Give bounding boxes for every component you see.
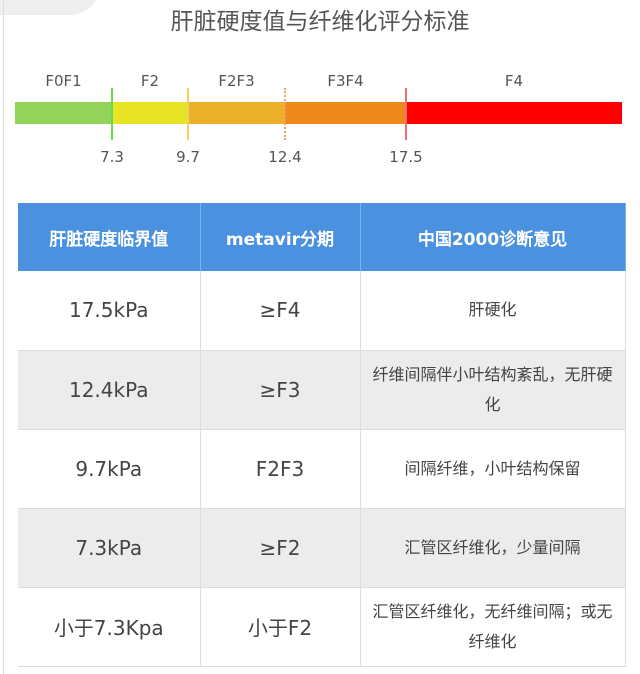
threshold-label: 17.5 — [389, 148, 423, 166]
table-row: 9.7kPa F2F3 间隔纤维，小叶结构保留 — [18, 429, 626, 509]
metavir-cell: ≥F2 — [200, 508, 361, 588]
table-row: 7.3kPa ≥F2 汇管区纤维化，少量间隔 — [18, 508, 626, 588]
diagnosis-cell: 肝硬化 — [360, 271, 626, 351]
table-header-row: 肝脏硬度临界值 metavir分期 中国2000诊断意见 — [18, 203, 626, 271]
threshold-cell: 7.3kPa — [18, 508, 201, 588]
metavir-cell: F2F3 — [200, 429, 361, 509]
scale-segment — [406, 102, 622, 124]
metavir-cell: ≥F3 — [200, 350, 361, 430]
left-border — [3, 0, 4, 674]
threshold-tick — [111, 88, 113, 140]
threshold-tick — [284, 88, 286, 140]
header-diagnosis: 中国2000诊断意见 — [360, 203, 626, 271]
diagnosis-cell: 纤维间隔伴小叶结构紊乱，无肝硬化 — [360, 350, 626, 430]
page-title: 肝脏硬度值与纤维化评分标准 — [170, 9, 470, 35]
scale-segment — [285, 102, 406, 124]
watermark — [0, 0, 100, 15]
diagnosis-cell: 汇管区纤维化，无纤维间隔；或无纤维化 — [360, 587, 626, 667]
threshold-cell: 12.4kPa — [18, 350, 201, 430]
threshold-label: 7.3 — [100, 148, 124, 166]
segment-label: F0F1 — [45, 72, 82, 90]
scale-segment — [188, 102, 285, 124]
scale-segment — [15, 102, 112, 124]
stiffness-table: 肝脏硬度临界值 metavir分期 中国2000诊断意见 17.5kPa ≥F4 肝… — [18, 203, 626, 667]
segment-label: F3F4 — [327, 72, 364, 90]
scale-segment — [112, 102, 188, 124]
segment-label: F2F3 — [218, 72, 255, 90]
table-row: 17.5kPa ≥F4 肝硬化 — [18, 271, 626, 351]
metavir-cell: ≥F4 — [200, 271, 361, 351]
header-threshold: 肝脏硬度临界值 — [18, 203, 201, 271]
diagnosis-cell: 间隔纤维，小叶结构保留 — [360, 429, 626, 509]
threshold-cell: 小于7.3Kpa — [18, 587, 201, 667]
threshold-label: 9.7 — [176, 148, 200, 166]
threshold-tick — [405, 88, 407, 140]
segment-label: F2 — [140, 72, 160, 90]
threshold-label: 12.4 — [268, 148, 302, 166]
threshold-cell: 17.5kPa — [18, 271, 201, 351]
threshold-tick — [187, 88, 189, 140]
metavir-cell: 小于F2 — [200, 587, 361, 667]
header-metavir: metavir分期 — [200, 203, 361, 271]
table-row: 12.4kPa ≥F3 纤维间隔伴小叶结构紊乱，无肝硬化 — [18, 350, 626, 430]
table-row: 小于7.3Kpa 小于F2 汇管区纤维化，无纤维间隔；或无纤维化 — [18, 587, 626, 667]
diagnosis-cell: 汇管区纤维化，少量间隔 — [360, 508, 626, 588]
threshold-cell: 9.7kPa — [18, 429, 201, 509]
segment-label: F4 — [504, 72, 524, 90]
